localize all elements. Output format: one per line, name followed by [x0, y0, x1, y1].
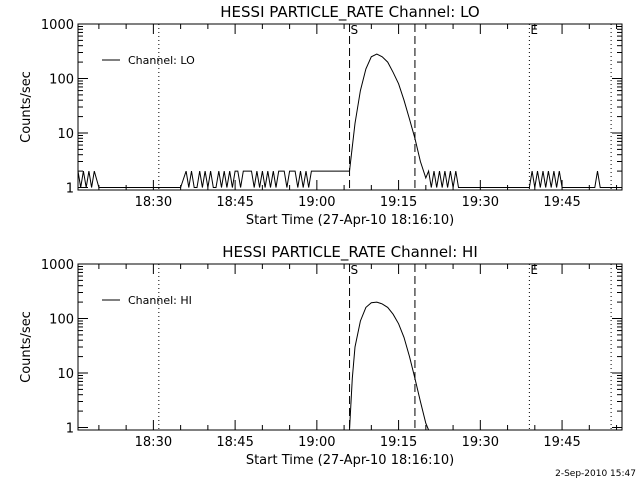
marker-label: S	[351, 23, 359, 37]
x-tick-label: 19:00	[298, 435, 335, 450]
marker-label: E	[530, 263, 538, 277]
x-tick-label: 19:45	[543, 435, 580, 450]
y-tick-label: 1	[66, 422, 74, 437]
chart-title: HESSI PARTICLE_RATE Channel: LO	[220, 3, 479, 22]
legend-label: Channel: HI	[128, 294, 192, 307]
x-tick-label: 19:15	[380, 435, 417, 450]
y-tick-label: 1000	[41, 258, 74, 273]
x-axis-label: Start Time (27-Apr-10 18:16:10)	[246, 453, 454, 468]
legend-label: Channel: LO	[128, 54, 195, 67]
y-tick-label: 10	[57, 367, 74, 382]
y-tick-label: 100	[49, 313, 74, 328]
series-line	[77, 53, 622, 188]
x-tick-label: 19:30	[462, 195, 499, 210]
y-tick-label: 100	[49, 73, 74, 88]
footer-timestamp: 2-Sep-2010 15:47	[555, 469, 636, 479]
y-tick-label: 1	[66, 182, 74, 197]
x-tick-label: 19:15	[380, 195, 417, 210]
chart-title: HESSI PARTICLE_RATE Channel: HI	[222, 243, 478, 262]
marker-label: E	[530, 23, 538, 37]
x-tick-label: 19:00	[298, 195, 335, 210]
x-axis-label: Start Time (27-Apr-10 18:16:10)	[246, 213, 454, 228]
x-tick-label: 18:30	[135, 435, 172, 450]
y-axis-label: Counts/sec	[19, 71, 34, 143]
y-tick-label: 10	[57, 127, 74, 142]
y-axis-label: Counts/sec	[19, 311, 34, 383]
x-tick-label: 18:30	[135, 195, 172, 210]
x-tick-label: 18:45	[216, 195, 253, 210]
marker-label: S	[351, 263, 359, 277]
y-tick-label: 1000	[41, 18, 74, 33]
x-tick-label: 18:45	[216, 435, 253, 450]
series-line	[349, 301, 430, 431]
x-tick-label: 19:30	[462, 435, 499, 450]
x-tick-label: 19:45	[543, 195, 580, 210]
